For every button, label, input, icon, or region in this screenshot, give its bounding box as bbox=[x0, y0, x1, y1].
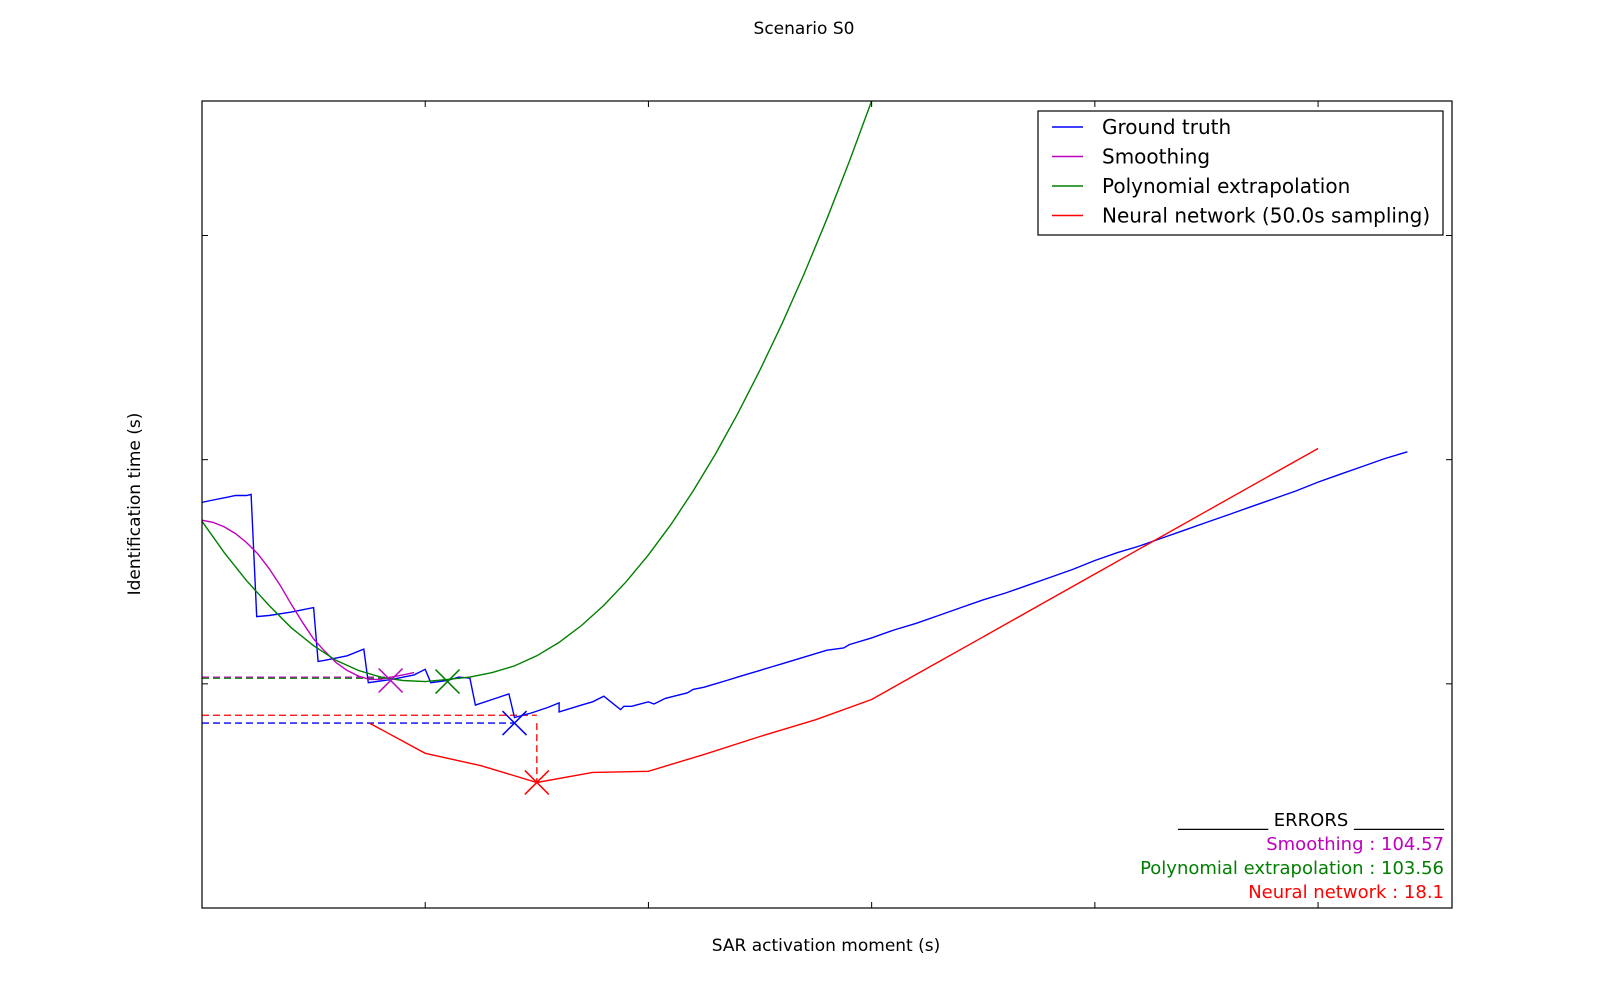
legend: Ground truth Smoothing Polynomial extrapol… bbox=[1037, 110, 1444, 236]
legend-item-polynomial-extrapolation: Polynomial extrapolation bbox=[1052, 174, 1350, 198]
legend-label: Smoothing bbox=[1102, 145, 1210, 169]
plot-frame bbox=[201, 100, 1453, 909]
series-line-smoothing bbox=[202, 519, 415, 681]
legend-label: Neural network (50.0s sampling) bbox=[1102, 204, 1430, 228]
error-row-0: Smoothing : 104.57 bbox=[1266, 834, 1444, 855]
x-axis-label: SAR activation moment (s) bbox=[712, 936, 941, 956]
legend-label: Ground truth bbox=[1102, 115, 1231, 139]
marker-ground-truth bbox=[501, 710, 528, 736]
y-axis-label: Identification time (s) bbox=[125, 413, 145, 596]
error-row-2: Neural network : 18.1 bbox=[1248, 882, 1444, 903]
legend-item-neural-network-50-0s-sampling: Neural network (50.0s sampling) bbox=[1052, 204, 1430, 228]
legend-frame bbox=[1037, 110, 1444, 236]
chart-title: Scenario S0 bbox=[754, 19, 855, 39]
marker-layer bbox=[378, 667, 550, 795]
legend-item-ground-truth: Ground truth bbox=[1052, 115, 1231, 139]
series-line-neural-network-50-0s-sampling bbox=[369, 447, 1319, 784]
series-line-polynomial-extrapolation bbox=[202, 101, 873, 683]
series-line-ground-truth bbox=[202, 451, 1408, 719]
error-row-1: Polynomial extrapolation : 103.56 bbox=[1140, 858, 1444, 879]
legend-label: Polynomial extrapolation bbox=[1102, 174, 1350, 198]
marker-smoothing bbox=[378, 667, 404, 694]
series-layer bbox=[202, 101, 1408, 784]
marker-neural-network-50-0s-sampling bbox=[524, 769, 550, 795]
marker-polynomial-extrapolation bbox=[435, 669, 461, 695]
errors-box: __________ ERRORS __________ Smoothing :… bbox=[1140, 810, 1445, 903]
tick-layer bbox=[201, 101, 1452, 908]
legend-item-smoothing: Smoothing bbox=[1052, 145, 1210, 169]
errors-header: __________ ERRORS __________ bbox=[1177, 810, 1445, 831]
